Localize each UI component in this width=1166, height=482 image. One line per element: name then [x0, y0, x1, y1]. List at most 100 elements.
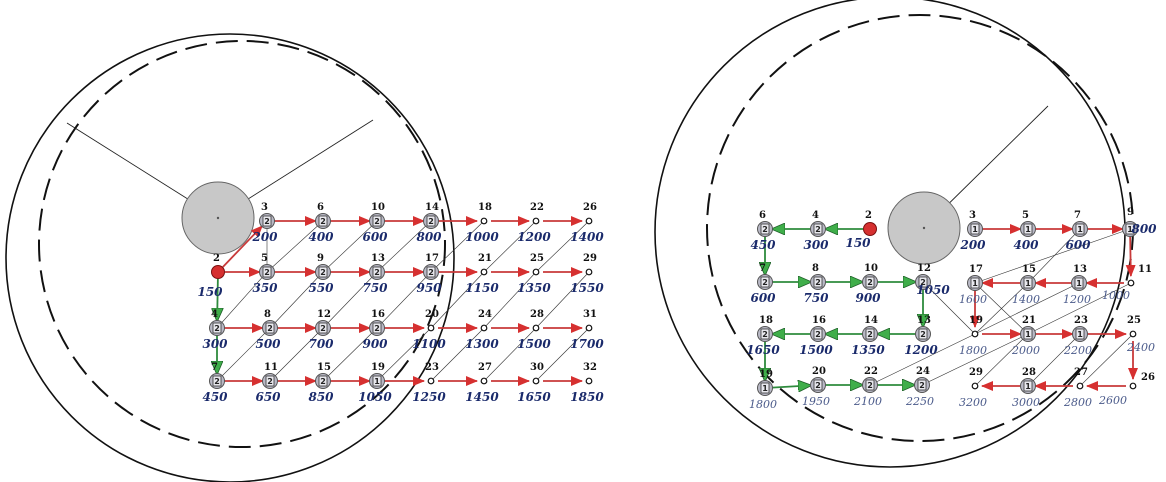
- node-id-label: 5: [261, 253, 268, 264]
- node-id-label: 12: [917, 263, 931, 274]
- node-cost-label: 1700: [570, 337, 604, 351]
- node-cost-label: 900: [362, 337, 388, 351]
- left-node-12: 2 12 700: [308, 309, 334, 351]
- node-id-label: 11: [264, 362, 278, 373]
- right-node-25: 25 2400: [1126, 315, 1155, 354]
- node-marker: [532, 324, 540, 332]
- left-node-24: 24 1300: [465, 309, 499, 351]
- left-node-30: 30 1650: [517, 362, 551, 404]
- node-id-label: 3: [261, 202, 268, 213]
- node-tier-box: [918, 328, 928, 340]
- node-id-label: 5: [1022, 210, 1029, 221]
- right-node-13a: 1 13 1200: [1063, 264, 1091, 306]
- right-node-15: 1 15 1400: [1012, 264, 1040, 306]
- left-panel: 2150232002430025350264002745028500295502…: [5, 33, 604, 482]
- node-cost-label: 600: [362, 230, 388, 244]
- right-obstacle-center: [922, 226, 926, 230]
- left-node-27: 27 1450: [465, 362, 499, 404]
- node-cost-label: 1350: [517, 281, 551, 295]
- left-diagonal-22-21: [483, 220, 537, 273]
- node-tier-label: 2: [428, 268, 434, 277]
- node-tier-box: [813, 223, 823, 235]
- node-tier-box: [813, 328, 823, 340]
- node-id-label: 16: [371, 309, 385, 320]
- left-node-28: 28 1500: [517, 309, 551, 351]
- node-id-label: 16: [812, 315, 826, 326]
- node-cost-label: 450: [202, 390, 228, 404]
- node-tier-label: 1: [762, 384, 768, 393]
- node-id-label: 22: [864, 366, 878, 377]
- node-cost-label: 500: [255, 337, 281, 351]
- left-diagonal-26-25: [535, 220, 590, 273]
- node-id-label: 27: [478, 362, 492, 373]
- node-cost-label: 1000: [1102, 289, 1130, 302]
- node-tier-box: [1125, 223, 1135, 235]
- node-tier-box: [813, 379, 823, 391]
- left-diagonal-6-5: [266, 220, 324, 273]
- node-id-label: 24: [478, 309, 492, 320]
- node-id-label: 3: [969, 210, 976, 221]
- node-id-label: 27: [1074, 367, 1088, 378]
- node-marker: [585, 324, 593, 332]
- right-diagonal-11-21: [1027, 282, 1132, 335]
- node-tier-label: 2: [919, 381, 925, 390]
- node-cost-label: 700: [308, 337, 334, 351]
- node-id-label: 8: [812, 263, 819, 274]
- node-marker: [532, 377, 540, 385]
- left-node-16: 2 16 900: [362, 309, 388, 351]
- node-tier-box: [760, 382, 770, 394]
- node-cost-label: 1200: [904, 343, 938, 357]
- node-cost-label: 950: [416, 281, 442, 295]
- left-dashed-circle: [38, 40, 446, 448]
- right-node-23: 1 23 2200: [1063, 315, 1092, 357]
- right-node-19a: 1 19 1800: [749, 369, 777, 411]
- node-id-label: 19: [969, 315, 983, 326]
- node-id-label: 32: [583, 362, 597, 373]
- node-cost-label: 400: [1013, 238, 1039, 252]
- node-marker: [480, 377, 488, 385]
- node-cost-label: 3000: [1012, 396, 1040, 409]
- node-cost-label: 2600: [1098, 394, 1127, 407]
- node-tier-label: 1: [1025, 225, 1031, 234]
- node-tier-label: 2: [267, 377, 273, 386]
- left-node-25: 25 1350: [517, 253, 551, 295]
- left-node-26: 26 1400: [570, 202, 604, 244]
- node-tier-label: 1: [1076, 279, 1082, 288]
- node-tier-box: [426, 215, 436, 227]
- node-cost-label: 200: [959, 238, 986, 252]
- node-tier-label: 2: [867, 330, 873, 339]
- node-id-label: 4: [812, 210, 819, 221]
- node-cost-label: 1300: [465, 337, 499, 351]
- node-id-label: 9: [317, 253, 324, 264]
- node-cost-label: 1650: [746, 343, 780, 357]
- right-diagonal-21-29: [974, 333, 1029, 387]
- node-tier-label: 2: [214, 324, 220, 333]
- right-panel: 2150132002430015400264501760019800111000…: [654, 0, 1157, 468]
- node-id-label: 23: [425, 362, 439, 373]
- node-cost-label: 800: [416, 230, 442, 244]
- left-node-4: 2 4 300: [202, 309, 228, 351]
- node-cost-label: 2800: [1063, 396, 1092, 409]
- left-diagonal-9-8: [269, 271, 324, 329]
- left-diagonal-lines: [216, 220, 590, 382]
- node-tier-box: [212, 322, 222, 334]
- node-id-label: 29: [969, 367, 983, 378]
- right-node-16: 2 16 1500: [799, 315, 833, 357]
- right-node-7b: 2 7 600: [750, 263, 776, 305]
- node-cost-label: 650: [255, 390, 281, 404]
- node-tier-box: [372, 215, 382, 227]
- left-node-21: 21 1150: [465, 253, 499, 295]
- node-cost-label: 200: [251, 230, 278, 244]
- right-node-10: 2 10 900: [855, 263, 881, 305]
- node-cost-label: 2250: [905, 395, 934, 408]
- node-id-label: 10: [864, 263, 878, 274]
- left-diagonal-12-11: [269, 327, 324, 382]
- node-tier-label: 1: [374, 377, 380, 386]
- node-cost-label: 400: [308, 230, 334, 244]
- node-id-label: 14: [864, 315, 878, 326]
- right-diagonal-9-17: [974, 228, 1131, 284]
- node-tier-label: 1: [972, 225, 978, 234]
- node-tier-box: [372, 266, 382, 278]
- depot-marker: [863, 222, 877, 236]
- node-tier-label: 2: [374, 268, 380, 277]
